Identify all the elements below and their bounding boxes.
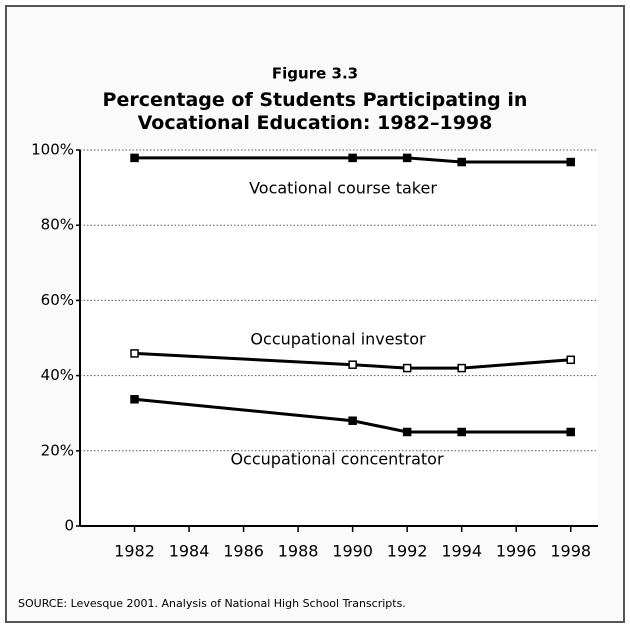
marker <box>348 360 357 369</box>
marker <box>457 157 466 167</box>
chart-title: Percentage of Students Participating in V… <box>103 89 528 134</box>
series-label: Vocational course taker <box>249 179 437 198</box>
source: SOURCE: Levesque 2001. Analysis of Natio… <box>18 597 406 610</box>
y-tick-label: 60% <box>41 291 74 309</box>
x-tick-label: 1996 <box>496 542 537 561</box>
y-tick-label: 20% <box>41 441 74 459</box>
marker <box>402 427 412 437</box>
series-label: Occupational concentrator <box>230 450 444 469</box>
y-tick-label: 100% <box>31 141 74 159</box>
marker <box>130 349 139 358</box>
y-tick-label: 0 <box>64 517 74 535</box>
marker <box>566 355 575 365</box>
marker <box>348 416 357 425</box>
marker <box>566 427 575 437</box>
x-tick-label: 1984 <box>169 542 210 561</box>
x-tick-label: 1982 <box>114 542 155 561</box>
marker <box>402 363 412 373</box>
figure-label: Figure 3.3 <box>272 65 358 83</box>
y-tick-label: 40% <box>41 366 74 384</box>
x-tick-label: 1986 <box>223 542 264 561</box>
x-tick-label: 1992 <box>387 542 428 561</box>
y-tick-label: 80% <box>41 216 74 234</box>
marker <box>130 153 139 163</box>
series-label: Occupational investor <box>250 330 426 349</box>
marker <box>566 157 575 167</box>
marker <box>457 363 466 373</box>
marker <box>130 395 139 404</box>
plot-area <box>80 150 598 526</box>
marker <box>457 427 466 437</box>
x-tick-label: 1988 <box>278 542 319 561</box>
x-tick-label: 1998 <box>550 542 591 561</box>
x-tick-label: 1990 <box>332 542 373 561</box>
x-tick-label: 1994 <box>441 542 482 561</box>
marker <box>348 153 357 163</box>
marker <box>402 153 412 163</box>
